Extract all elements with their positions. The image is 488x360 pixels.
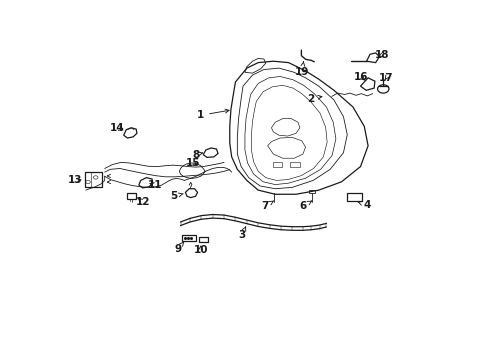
Text: 1: 1 [197,109,228,120]
Bar [181,235,196,242]
Bar [346,193,361,201]
Text: 17: 17 [378,73,393,83]
Text: 16: 16 [353,72,368,82]
Text: 9: 9 [174,242,184,254]
Text: 5: 5 [170,191,183,201]
Bar [290,162,299,167]
Text: 8: 8 [192,150,202,159]
Text: 3: 3 [238,227,245,240]
Text: 6: 6 [299,201,311,211]
Text: 15: 15 [185,158,200,168]
Text: 4: 4 [357,201,370,210]
Text: 14: 14 [110,123,124,133]
Text: 13: 13 [68,175,82,185]
Text: 12: 12 [135,197,149,207]
Text: 18: 18 [374,50,389,60]
Bar [84,172,102,187]
Bar [127,193,136,199]
Text: 7: 7 [261,201,273,211]
Text: 11: 11 [147,180,162,190]
Text: 19: 19 [294,62,308,77]
Text: 2: 2 [306,94,321,104]
Text: 10: 10 [193,245,207,255]
Bar [199,237,207,242]
Bar [309,190,314,193]
Bar [272,162,282,167]
